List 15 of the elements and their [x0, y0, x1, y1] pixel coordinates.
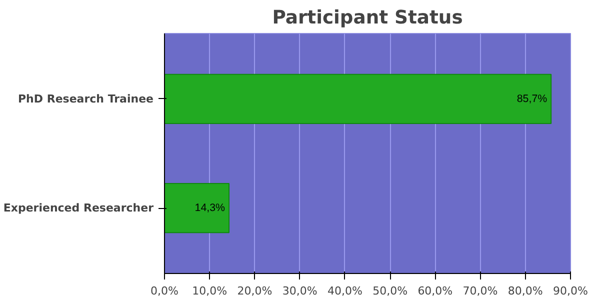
- x-tick-label: 0,0%: [150, 284, 178, 298]
- x-tick-label: 90,0%: [553, 284, 588, 298]
- y-tick-label: PhD Research Trainee: [18, 92, 154, 106]
- data-label: 14,3%: [194, 202, 226, 214]
- x-tick-label: 60,0%: [418, 284, 453, 298]
- x-tick-label: 70,0%: [462, 284, 498, 298]
- x-tick-label: 30,0%: [282, 284, 318, 298]
- x-tick-label: 50,0%: [372, 284, 408, 298]
- y-tick-label: Experienced Researcher: [3, 202, 154, 215]
- x-tick-label: 80,0%: [508, 284, 543, 298]
- x-tick-label: 20,0%: [237, 284, 272, 298]
- x-tick-label: 10,0%: [192, 284, 228, 298]
- x-tick-label: 40,0%: [327, 284, 362, 298]
- chart-title: Participant Status: [272, 8, 463, 28]
- data-label: 85,7%: [516, 92, 548, 105]
